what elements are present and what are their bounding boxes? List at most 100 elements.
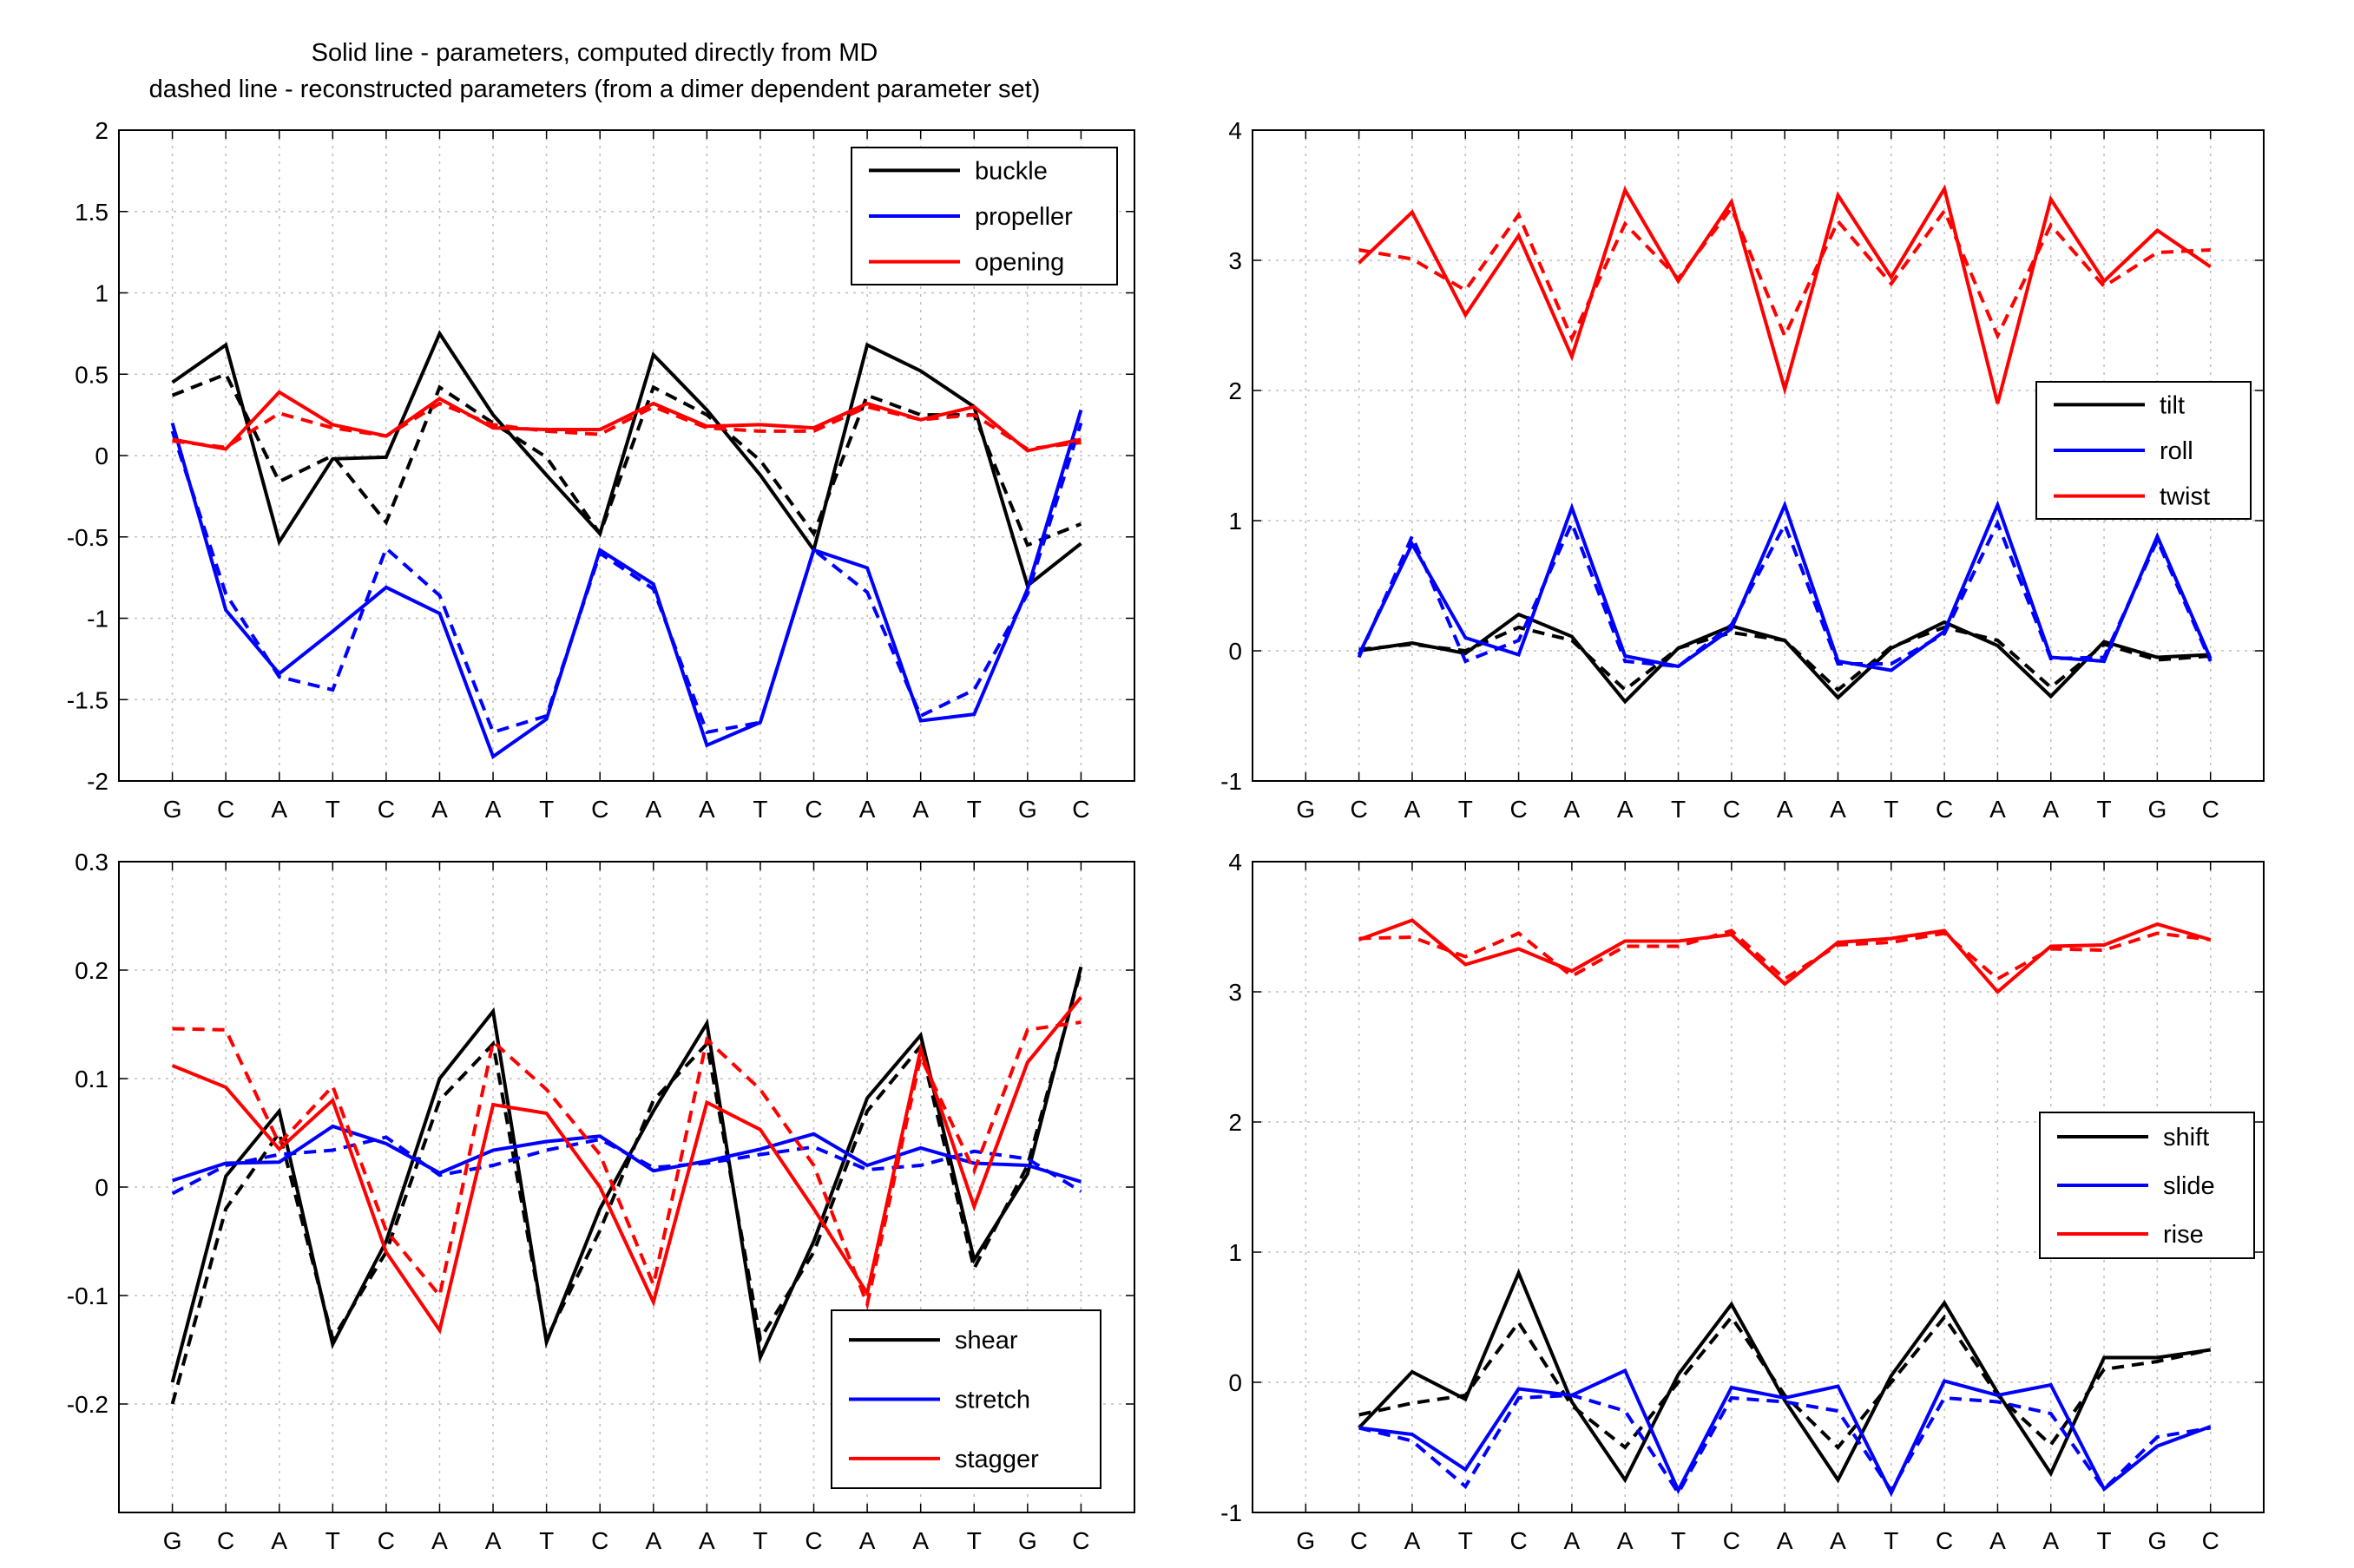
x-tick-label: A xyxy=(1830,1527,1846,1554)
x-tick-label: A xyxy=(271,796,287,823)
legend-label-propeller: propeller xyxy=(975,203,1073,231)
series-line-buckle xyxy=(171,330,1082,589)
x-tick-label: A xyxy=(2042,1527,2059,1554)
x-tick-label: C xyxy=(1936,796,1953,823)
x-tick-label: C xyxy=(2202,1527,2219,1554)
x-tick-label: G xyxy=(2147,796,2167,823)
legend-label-stretch: stretch xyxy=(955,1387,1030,1414)
x-tick-label: A xyxy=(1989,796,2006,823)
y-tick-label: -1 xyxy=(1220,1499,1242,1526)
y-tick-label: 2 xyxy=(1228,1109,1242,1136)
x-tick-label: C xyxy=(1072,796,1089,823)
series-line-roll xyxy=(1357,500,2213,672)
subplot-tl: G C A T C A A T C A A T C A A T G C -2 -1.5 -1 -0.5 0 0.5 1 1.5 2 b… xyxy=(67,117,1135,823)
series-line-buckle-reconstructed xyxy=(171,371,1082,548)
x-tick-label: T xyxy=(539,796,554,823)
x-tick-label: T xyxy=(967,1527,982,1554)
x-tick-label: C xyxy=(591,796,608,823)
x-tick-label: A xyxy=(1777,1527,1793,1554)
subplot-br: G C A T C A A T C A A T C A A T G C -1 0 1 2 3 4 shift slide rise xyxy=(1220,849,2265,1554)
x-tick-label: C xyxy=(217,1527,234,1554)
axes-box xyxy=(1252,129,2265,782)
x-tick-label: C xyxy=(378,796,395,823)
y-tick-label: -1.5 xyxy=(67,686,108,713)
x-tick-label: T xyxy=(1458,1527,1473,1554)
x-tick-label: C xyxy=(2202,796,2219,823)
x-tick-label: T xyxy=(2096,1527,2111,1554)
x-tick-label: A xyxy=(859,1527,876,1554)
y-tick-label: 0 xyxy=(1228,638,1242,665)
y-tick-label: -1 xyxy=(1220,768,1242,795)
x-tick-label: A xyxy=(1404,1527,1421,1554)
y-tick-label: 0.2 xyxy=(75,957,108,984)
y-tick-label: 1 xyxy=(1228,508,1242,535)
x-tick-label: C xyxy=(805,796,822,823)
y-tick-label: -0.5 xyxy=(67,524,108,551)
x-tick-label: G xyxy=(1018,796,1037,823)
x-tick-label: A xyxy=(1777,796,1793,823)
x-tick-label: A xyxy=(431,1527,448,1554)
x-tick-label: T xyxy=(539,1527,554,1554)
y-tick-label: 3 xyxy=(1228,979,1242,1006)
x-tick-label: A xyxy=(645,796,661,823)
x-tick-label: T xyxy=(753,796,767,823)
y-tick-label: -0.2 xyxy=(67,1391,108,1418)
y-tick-label: -2 xyxy=(87,768,108,795)
x-tick-label: A xyxy=(2042,796,2059,823)
x-tick-label: A xyxy=(1404,796,1421,823)
axes-box xyxy=(118,129,1135,782)
x-tick-label: G xyxy=(2147,1527,2167,1554)
series-line-stagger xyxy=(171,996,1082,1335)
x-tick-label: A xyxy=(1830,796,1846,823)
legend-label-shift: shift xyxy=(2163,1124,2209,1151)
series-line-stretch xyxy=(171,1124,1082,1184)
series-line-propeller xyxy=(170,409,1083,760)
subplot-bl: G C A T C A A T C A A T C A A T G C -0.2 -0.1 0 0.1 0.2 0.3 shea… xyxy=(67,849,1135,1554)
x-tick-label: C xyxy=(1351,1527,1368,1554)
x-tick-label: A xyxy=(1564,1527,1581,1554)
x-tick-label: A xyxy=(699,796,715,823)
x-tick-label: A xyxy=(859,796,876,823)
x-tick-label: G xyxy=(1296,796,1315,823)
y-tick-label: 1 xyxy=(95,280,108,307)
x-tick-label: G xyxy=(163,1527,182,1554)
legend-label-opening: opening xyxy=(975,249,1064,277)
y-tick-label: 2 xyxy=(95,117,108,144)
y-tick-label: 0.3 xyxy=(75,849,108,876)
x-tick-label: T xyxy=(2096,796,2111,823)
x-tick-label: G xyxy=(1296,1527,1315,1554)
legend-label-stagger: stagger xyxy=(955,1446,1039,1473)
series-line-twist xyxy=(1358,184,2212,404)
x-tick-label: A xyxy=(1564,796,1581,823)
x-tick-label: T xyxy=(753,1527,767,1554)
series-line-stagger-reconstructed xyxy=(172,1020,1082,1310)
x-tick-label: C xyxy=(1072,1527,1089,1554)
series-line-slide xyxy=(1358,1368,2212,1498)
x-tick-label: C xyxy=(1936,1527,1953,1554)
y-tick-label: 1.5 xyxy=(75,199,108,226)
legend: tilt roll twist xyxy=(2035,381,2252,520)
legend-label-rise: rise xyxy=(2163,1221,2204,1249)
y-tick-label: 0 xyxy=(95,443,108,469)
x-tick-label: A xyxy=(699,1527,715,1554)
y-tick-label: -0.1 xyxy=(67,1283,108,1309)
y-tick-label: 3 xyxy=(1228,247,1242,274)
y-tick-label: 1 xyxy=(1228,1239,1242,1266)
y-tick-label: 4 xyxy=(1228,849,1242,876)
x-tick-label: A xyxy=(645,1527,661,1554)
y-tick-label: 0 xyxy=(1228,1369,1242,1396)
legend: buckle propeller opening xyxy=(851,147,1118,285)
title-line-2: dashed line - reconstructed parameters (… xyxy=(148,75,1041,103)
series-line-opening xyxy=(172,390,1082,453)
axes-box xyxy=(118,861,1135,1513)
legend-label-buckle: buckle xyxy=(975,157,1048,185)
x-tick-label: A xyxy=(1617,1527,1634,1554)
y-tick-label: 0 xyxy=(95,1174,108,1201)
x-tick-label: A xyxy=(485,796,502,823)
x-tick-label: A xyxy=(485,1527,502,1554)
x-tick-label: T xyxy=(325,1527,340,1554)
y-tick-label: -1 xyxy=(87,606,108,633)
series-line-shear-reconstructed xyxy=(170,969,1083,1405)
legend-label-roll: roll xyxy=(2160,437,2193,465)
